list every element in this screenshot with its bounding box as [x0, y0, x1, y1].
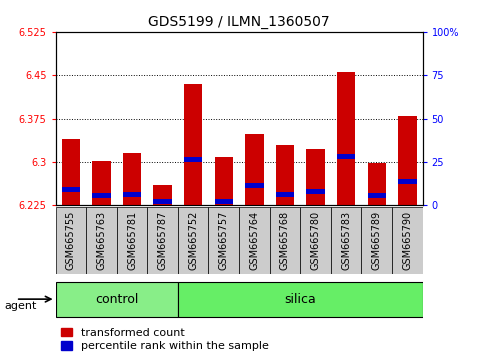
- Bar: [56, 282, 178, 316]
- Text: GSM665790: GSM665790: [402, 210, 412, 270]
- Bar: [214, 157, 233, 205]
- Text: control: control: [95, 293, 139, 306]
- Bar: [147, 207, 178, 274]
- Bar: [154, 199, 172, 204]
- Text: GSM665780: GSM665780: [311, 210, 321, 270]
- Bar: [56, 207, 86, 274]
- Bar: [398, 179, 416, 184]
- Text: GSM665789: GSM665789: [372, 210, 382, 270]
- Bar: [62, 187, 80, 192]
- Bar: [62, 139, 80, 205]
- Text: silica: silica: [284, 293, 316, 306]
- Legend: transformed count, percentile rank within the sample: transformed count, percentile rank withi…: [61, 328, 269, 351]
- Bar: [245, 183, 264, 188]
- Bar: [123, 153, 141, 205]
- Bar: [209, 207, 239, 274]
- Text: GSM665755: GSM665755: [66, 210, 76, 270]
- Title: GDS5199 / ILMN_1360507: GDS5199 / ILMN_1360507: [148, 16, 330, 29]
- Bar: [92, 193, 111, 198]
- Text: GSM665752: GSM665752: [188, 210, 198, 270]
- Text: GSM665787: GSM665787: [157, 210, 168, 270]
- Bar: [398, 116, 416, 205]
- Bar: [245, 134, 264, 205]
- Bar: [117, 207, 147, 274]
- Bar: [184, 157, 202, 162]
- Text: GSM665783: GSM665783: [341, 210, 351, 270]
- Bar: [154, 185, 172, 205]
- Text: GSM665768: GSM665768: [280, 210, 290, 270]
- Text: GSM665781: GSM665781: [127, 210, 137, 270]
- Text: GSM665757: GSM665757: [219, 210, 229, 270]
- Bar: [92, 161, 111, 205]
- Bar: [368, 193, 386, 198]
- Bar: [300, 207, 331, 274]
- Bar: [178, 207, 209, 274]
- Bar: [337, 154, 355, 159]
- Bar: [392, 207, 423, 274]
- Text: agent: agent: [5, 301, 37, 311]
- Bar: [86, 207, 117, 274]
- Bar: [276, 192, 294, 196]
- Bar: [214, 199, 233, 204]
- Bar: [276, 145, 294, 205]
- Bar: [178, 282, 423, 316]
- Bar: [361, 207, 392, 274]
- Bar: [239, 207, 270, 274]
- Bar: [368, 163, 386, 205]
- Text: GSM665764: GSM665764: [249, 210, 259, 270]
- Bar: [306, 149, 325, 205]
- Bar: [270, 207, 300, 274]
- Bar: [337, 72, 355, 205]
- Bar: [123, 192, 141, 196]
- Text: GSM665763: GSM665763: [97, 210, 106, 270]
- Bar: [184, 84, 202, 205]
- Bar: [306, 189, 325, 194]
- Bar: [331, 207, 361, 274]
